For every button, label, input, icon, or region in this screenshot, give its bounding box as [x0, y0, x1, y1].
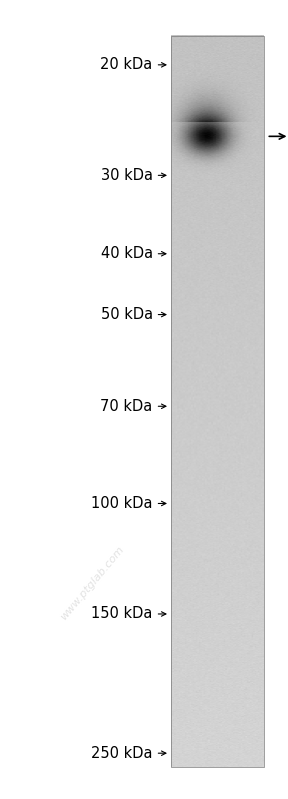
Text: 30 kDa: 30 kDa — [101, 168, 153, 183]
Text: 50 kDa: 50 kDa — [101, 307, 153, 322]
Text: 20 kDa: 20 kDa — [101, 58, 153, 73]
Text: 150 kDa: 150 kDa — [91, 606, 153, 622]
Text: 40 kDa: 40 kDa — [101, 246, 153, 261]
Text: 250 kDa: 250 kDa — [91, 745, 153, 761]
Bar — [171, 36, 264, 767]
Text: 100 kDa: 100 kDa — [91, 496, 153, 511]
Text: www.ptglab.com: www.ptglab.com — [58, 544, 126, 622]
Text: 70 kDa: 70 kDa — [101, 399, 153, 414]
